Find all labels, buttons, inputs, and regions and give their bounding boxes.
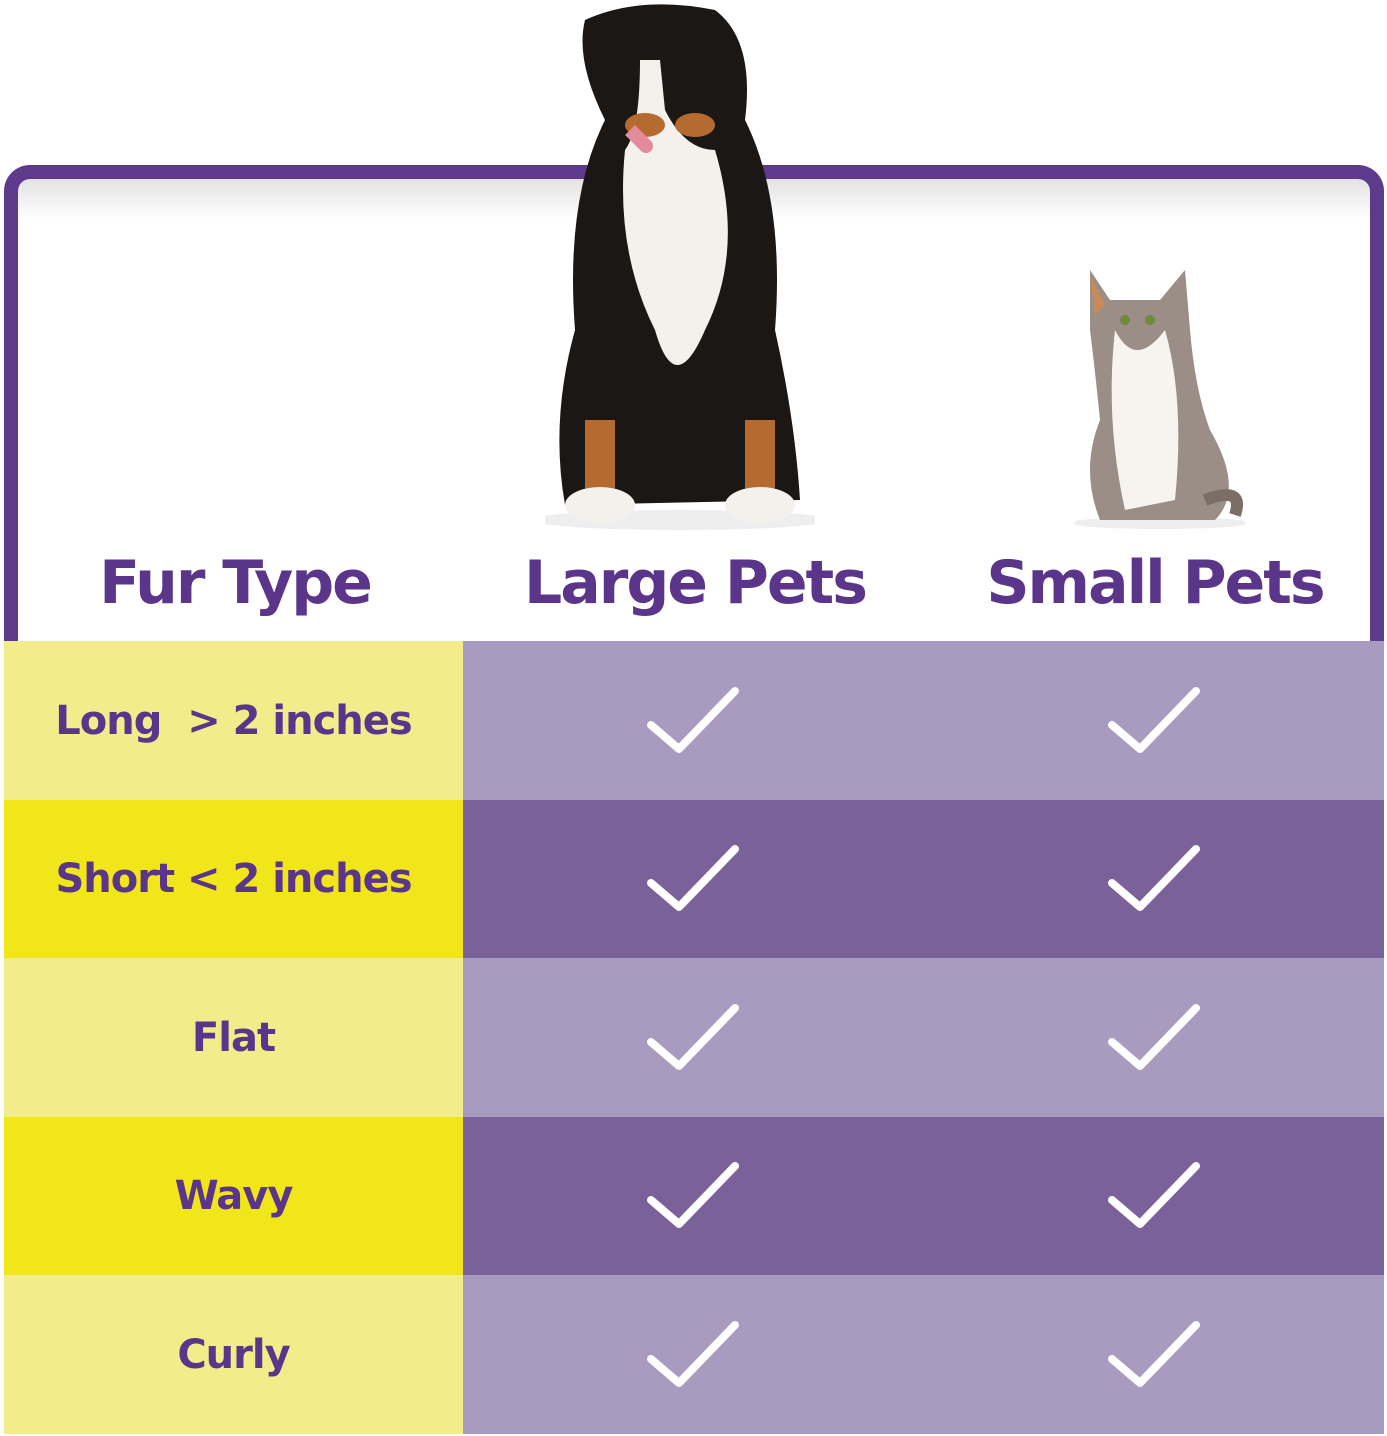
table-row: Short < 2 inches <box>4 799 1384 959</box>
header-fur-type: Fur Type <box>99 548 373 618</box>
small-pets-cell <box>923 1116 1384 1276</box>
large-pets-cell <box>463 799 924 959</box>
table-row: Long > 2 inches <box>4 641 1384 800</box>
fur-type-label: Long > 2 inches <box>4 641 463 800</box>
fur-type-label: Curly <box>4 1275 463 1434</box>
small-pets-cell <box>923 799 1384 959</box>
small-pets-cell <box>923 641 1384 800</box>
fur-type-label: Wavy <box>4 1116 463 1276</box>
large-pets-cell <box>463 958 924 1117</box>
checkmark-icon <box>1106 1317 1202 1393</box>
checkmark-icon <box>1106 1000 1202 1076</box>
checkmark-icon <box>645 1317 741 1393</box>
checkmark-icon <box>645 841 741 917</box>
checkmark-icon <box>645 1158 741 1234</box>
fur-type-label: Short < 2 inches <box>4 799 463 959</box>
checkmark-icon <box>1106 683 1202 759</box>
dog-photo <box>545 4 815 530</box>
small-pets-cell <box>923 958 1384 1117</box>
checkmark-icon <box>645 683 741 759</box>
header-large-pets: Large Pets <box>524 548 868 618</box>
fur-type-label: Flat <box>4 958 463 1117</box>
table-row: Flat <box>4 958 1384 1117</box>
table-row: Curly <box>4 1275 1384 1434</box>
header-small-pets: Small Pets <box>986 548 1325 618</box>
checkmark-icon <box>1106 1158 1202 1234</box>
large-pets-cell <box>463 1116 924 1276</box>
large-pets-cell <box>463 641 924 800</box>
cat-photo <box>1075 270 1245 529</box>
large-pets-cell <box>463 1275 924 1434</box>
checkmark-icon <box>645 1000 741 1076</box>
checkmark-icon <box>1106 841 1202 917</box>
small-pets-cell <box>923 1275 1384 1434</box>
table-row: Wavy <box>4 1116 1384 1276</box>
